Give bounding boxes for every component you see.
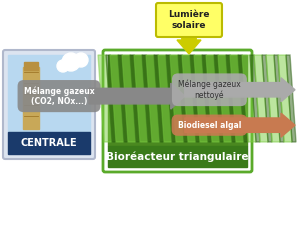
Polygon shape (146, 55, 160, 142)
Polygon shape (106, 55, 116, 142)
Polygon shape (242, 55, 256, 142)
Polygon shape (266, 55, 280, 142)
Bar (24, 62, 38, 70)
Circle shape (57, 60, 69, 72)
Circle shape (62, 53, 80, 71)
Circle shape (74, 53, 88, 67)
Polygon shape (154, 55, 164, 142)
Text: CENTRALE: CENTRALE (21, 138, 77, 148)
Polygon shape (230, 55, 244, 142)
Polygon shape (194, 55, 208, 142)
Text: Mélange gazeux
(CO2, NOx...): Mélange gazeux (CO2, NOx...) (24, 86, 94, 106)
Polygon shape (262, 55, 272, 142)
Polygon shape (206, 55, 220, 142)
Bar (8, 55, 90, 132)
Polygon shape (286, 55, 296, 142)
Polygon shape (190, 55, 200, 142)
Polygon shape (177, 35, 201, 54)
Bar (8, 132, 90, 154)
Polygon shape (250, 55, 260, 142)
Polygon shape (274, 55, 284, 142)
Polygon shape (218, 55, 232, 142)
Polygon shape (130, 55, 140, 142)
Polygon shape (178, 55, 188, 142)
Polygon shape (202, 55, 212, 142)
Polygon shape (226, 55, 236, 142)
Polygon shape (185, 113, 295, 137)
Bar (108, 55, 247, 146)
FancyBboxPatch shape (156, 3, 222, 37)
Polygon shape (166, 55, 176, 142)
Polygon shape (238, 55, 248, 142)
Bar (23, 67, 39, 129)
Polygon shape (89, 83, 185, 109)
Polygon shape (278, 55, 292, 142)
Polygon shape (98, 55, 112, 142)
Polygon shape (214, 55, 224, 142)
Text: Biodiesel algal: Biodiesel algal (178, 121, 241, 130)
Polygon shape (142, 55, 152, 142)
Polygon shape (170, 55, 184, 142)
FancyBboxPatch shape (103, 50, 252, 172)
Polygon shape (110, 55, 124, 142)
Bar (108, 146, 247, 167)
Polygon shape (134, 55, 148, 142)
Polygon shape (182, 55, 196, 142)
Polygon shape (254, 55, 268, 142)
FancyBboxPatch shape (3, 50, 95, 159)
Text: Lumière
solaire: Lumière solaire (168, 10, 210, 30)
Text: Bioréacteur triangulaire: Bioréacteur triangulaire (106, 152, 249, 162)
Text: Mélange gazeux
nettoyé: Mélange gazeux nettoyé (178, 79, 241, 100)
Polygon shape (185, 78, 295, 102)
Polygon shape (122, 55, 136, 142)
Polygon shape (158, 55, 172, 142)
Polygon shape (118, 55, 128, 142)
